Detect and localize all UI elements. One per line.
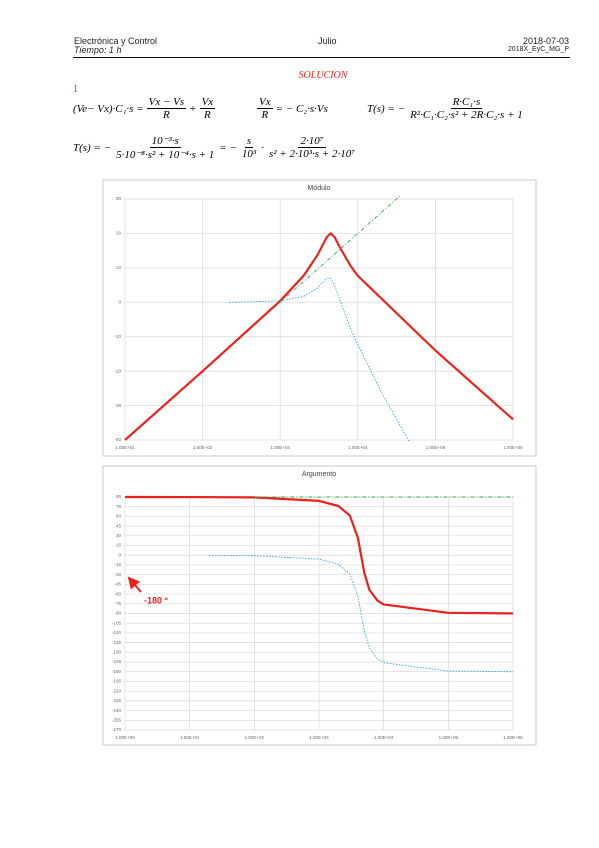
y-tick-label: -210 (112, 688, 122, 693)
x-tick-label: 1.00E+02 (193, 445, 213, 450)
x-tick-label: 1.00E+04 (374, 735, 394, 740)
eq-text: T(s) = − (367, 102, 406, 115)
y-tick-label: 90 (116, 494, 122, 499)
x-tick-label: 1.00E+06 (503, 735, 523, 740)
y-tick-label: -150 (112, 650, 122, 655)
x-tick-label: 1.00E+01 (115, 445, 135, 450)
denominator: s² + 2·10³·s + 2·10⁷ (268, 148, 356, 160)
fraction: s 10³ (240, 135, 258, 160)
equation: Vx R = − C₂·s·Vs (257, 96, 328, 121)
y-tick-label: -255 (112, 717, 122, 722)
chart-frame (102, 465, 537, 746)
denominator: R (163, 109, 170, 121)
fraction: Vx − Vs R (146, 96, 187, 121)
x-tick-label: 1.00E+05 (439, 735, 459, 740)
y-tick-label: 20 (116, 231, 122, 236)
y-tick-label: -40 (114, 437, 121, 442)
eq-text: · (261, 141, 264, 154)
rule (73, 57, 570, 58)
x-tick-label: 1.00E+05 (426, 445, 446, 450)
fraction: 2·10⁷ s² + 2·10³·s + 2·10⁷ (267, 135, 357, 160)
course: Electrónica y Control (74, 36, 158, 46)
equation: (Ve− Vx)·C₁·s = Vx − Vs R + Vx R (73, 96, 216, 121)
fraction: 10⁻³·s 5·10⁻⁸·s² + 10⁻⁴·s + 1 (114, 134, 216, 161)
y-tick-label: -20 (114, 368, 121, 373)
series-line (124, 495, 514, 615)
equation: T(s) = − R·C₁·s R²·C₁·C₂·s² + 2R·C₂·s + 1 (367, 96, 525, 121)
chart-title: Argumento (302, 471, 336, 478)
series-line (229, 277, 410, 442)
y-tick-label: -180 (112, 669, 122, 674)
equation: T(s) = −10⁻³·s 5·10⁻⁸·s² + 10⁻⁴·s + 1 = − s… (73, 134, 357, 161)
annotation-arrow (127, 576, 142, 593)
y-tick-label: 30 (116, 533, 122, 538)
y-tick-label: 15 (116, 543, 122, 548)
numerator: s (244, 135, 254, 148)
denominator: R²·C₁·C₂·s² + 2R·C₂·s + 1 (410, 109, 523, 121)
denominator: R (261, 109, 269, 121)
denominator: 10³ (241, 148, 257, 160)
x-tick-label: 1.00E+01 (180, 735, 200, 740)
x-tick-label: 1.00E+06 (503, 445, 523, 450)
y-tick-label: 0 (118, 552, 121, 557)
eq-text: (Ve− Vx)·C₁·s = (73, 102, 144, 115)
numerator: Vx (199, 96, 216, 109)
x-tick-label: 1.00E+03 (270, 445, 290, 450)
eq-text: = − (219, 141, 237, 154)
y-tick-label: -60 (114, 591, 121, 596)
x-tick-label: 1.00E+00 (115, 735, 135, 740)
y-tick-label: 75 (116, 504, 122, 509)
numerator: Vx − Vs (146, 96, 187, 109)
y-tick-label: -75 (114, 601, 121, 606)
y-tick-label: 0 (118, 299, 121, 304)
fraction: Vx R (199, 96, 216, 121)
y-tick-label: -195 (112, 679, 122, 684)
date: 2018-07-03 (522, 36, 569, 46)
eq-text: = − C₂·s·Vs (275, 102, 328, 115)
y-tick-label: -10 (114, 334, 121, 339)
y-tick-label: -135 (112, 640, 122, 645)
y-tick-label: -165 (112, 659, 122, 664)
eq-text: + (189, 102, 197, 115)
y-tick-label: -120 (112, 630, 122, 635)
fraction: Vx R (257, 96, 273, 121)
y-tick-label: 60 (116, 514, 122, 519)
numerator: R·C₁·s (450, 96, 483, 109)
numerator: 10⁻³·s (149, 135, 181, 148)
numerator: 2·10⁷ (298, 135, 326, 148)
x-tick-label: 1.00E+04 (348, 445, 368, 450)
y-tick-label: -105 (112, 620, 122, 625)
time: Tiempo: 1 h (74, 45, 122, 55)
y-tick-label: -240 (112, 708, 122, 713)
month: Julio (318, 36, 337, 46)
y-tick-label: 45 (116, 523, 122, 528)
y-tick-label: -45 (114, 582, 121, 587)
y-tick-label: -90 (114, 611, 121, 616)
x-tick-label: 1.00E+02 (245, 735, 265, 740)
chart-title: Módulo (308, 185, 331, 192)
fraction: R·C₁·s R²·C₁·C₂·s² + 2R·C₂·s + 1 (408, 96, 525, 121)
y-tick-label: -225 (112, 698, 122, 703)
denominator: R (204, 109, 211, 121)
numerator: Vx (257, 96, 273, 109)
chart-frame (102, 179, 537, 457)
y-tick-label: 30 (116, 196, 122, 201)
code: 2018X_EyC_MG_P (507, 46, 569, 53)
y-tick-label: -15 (114, 562, 121, 567)
x-tick-label: 1.00E+03 (309, 735, 329, 740)
y-tick-label: 10 (116, 265, 122, 270)
y-tick-label: -30 (114, 572, 121, 577)
section-title: SOLUCION (298, 70, 348, 81)
y-tick-label: -270 (112, 727, 122, 732)
annotation: -180 ° (144, 595, 169, 605)
section-number: 1 (73, 84, 78, 95)
eq-text: T(s) = − (73, 141, 112, 154)
denominator: 5·10⁻⁸·s² + 10⁻⁴·s + 1 (116, 149, 215, 161)
series-line (209, 554, 514, 673)
y-tick-label: -30 (114, 403, 121, 408)
